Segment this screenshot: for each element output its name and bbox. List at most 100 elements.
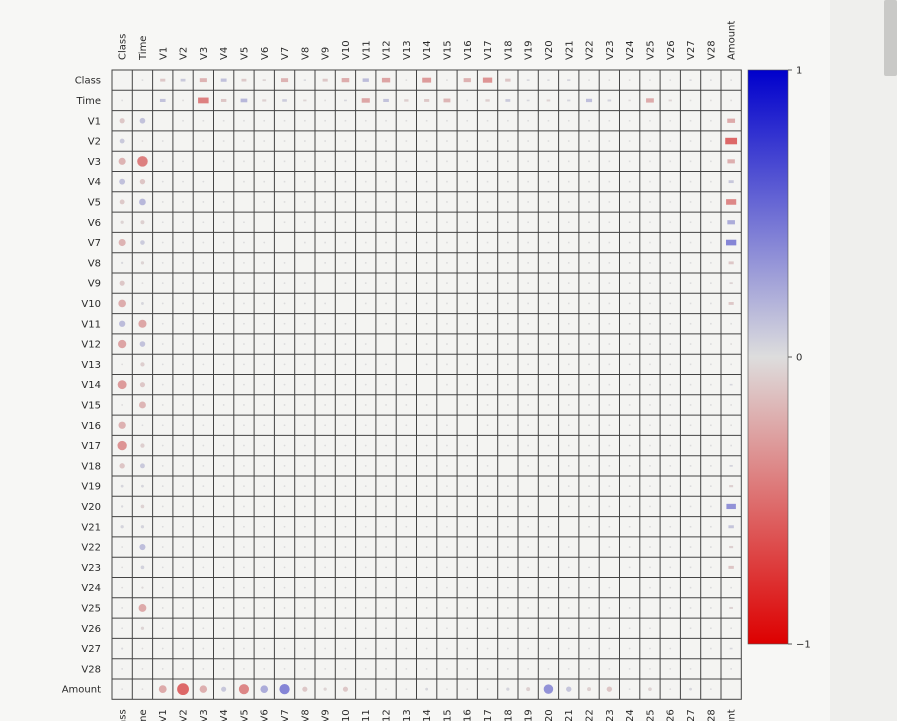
- mark-V13-V22: [588, 363, 590, 366]
- mark-V2-V16: [466, 140, 469, 142]
- mark-V16-V24: [628, 424, 631, 427]
- mark-V26-V17: [486, 627, 489, 630]
- mark-V21-V15: [446, 525, 448, 528]
- mark-V12-V3: [202, 343, 205, 345]
- mark-V3-V17: [486, 160, 489, 163]
- mark-Amount-V20: [543, 684, 554, 694]
- mark-V5-V18: [507, 201, 509, 203]
- bottom-label-V8: V8: [300, 709, 311, 721]
- mark-V4-V20: [547, 180, 550, 183]
- mark-V4-V25: [649, 180, 651, 183]
- mark-V5-V17: [486, 201, 489, 203]
- mark-V25-V7: [283, 607, 286, 609]
- mark-V3-V15: [446, 160, 448, 163]
- mark-V5-V15: [446, 201, 448, 203]
- top-label-V4: V4: [219, 47, 230, 60]
- top-label-V20: V20: [544, 40, 555, 60]
- mark-V17-V5: [243, 444, 245, 447]
- mark-V15-V9: [324, 404, 327, 406]
- mark-V15-V22: [588, 404, 590, 406]
- mark-V19-V11: [364, 485, 367, 488]
- mark-V23-V14: [425, 566, 428, 569]
- mark-V24-V11: [364, 586, 367, 589]
- mark-V17-Time: [140, 443, 145, 448]
- top-label-V22: V22: [585, 40, 596, 60]
- mark-V14-V23: [608, 383, 611, 386]
- mark-V24-V5: [243, 586, 245, 589]
- mark-V28-V3: [202, 667, 205, 670]
- mark-V6-V12: [385, 221, 387, 224]
- mark-V9-V28: [710, 282, 712, 284]
- mark-V15-Amount: [730, 404, 732, 406]
- mark-V16-V22: [588, 424, 590, 427]
- scrollbar-track[interactable]: [830, 0, 897, 721]
- mark-V26-V21: [567, 627, 570, 630]
- mark-V15-V7: [283, 404, 286, 406]
- mark-V14-V22: [588, 383, 590, 386]
- mark-V15-V6: [263, 404, 266, 406]
- mark-V27-V20: [547, 647, 550, 650]
- mark-Time-V27: [689, 99, 692, 102]
- mark-V1-V26: [669, 119, 672, 122]
- mark-Time-V17: [485, 99, 490, 102]
- mark-V22-V17: [486, 546, 489, 548]
- mark-V3-V25: [649, 160, 651, 163]
- mark-V1-Time: [139, 117, 146, 124]
- mark-Class-V25: [649, 79, 651, 81]
- mark-V21-V7: [283, 525, 286, 528]
- mark-V9-V14: [425, 282, 428, 284]
- mark-V8-V17: [486, 262, 489, 264]
- mark-V9-V21: [567, 282, 570, 284]
- mark-V8-V13: [405, 262, 408, 264]
- mark-V18-V15: [446, 464, 448, 467]
- mark-V16-V18: [507, 424, 509, 427]
- mark-V7-V24: [628, 241, 631, 244]
- mark-V19-V15: [446, 485, 448, 488]
- mark-V20-V21: [567, 505, 570, 508]
- row-label-V2: V2: [88, 137, 101, 148]
- mark-V21-V11: [364, 525, 367, 528]
- mark-V12-V2: [182, 343, 184, 345]
- top-label-V1: V1: [158, 47, 169, 60]
- mark-V14-V19: [527, 383, 529, 386]
- mark-V18-V2: [182, 464, 184, 467]
- mark-V17-V14: [425, 444, 428, 447]
- mark-Amount-V1: [158, 685, 167, 694]
- mark-V17-V4: [222, 444, 225, 447]
- mark-V28-V27: [689, 667, 692, 670]
- mark-V19-V23: [608, 485, 611, 487]
- mark-V22-V3: [202, 546, 205, 548]
- mark-V12-Class: [118, 339, 127, 349]
- mark-V18-V22: [588, 465, 590, 467]
- mark-V15-V12: [385, 404, 387, 406]
- mark-V12-V6: [263, 343, 266, 345]
- mark-Class-V17: [482, 77, 493, 83]
- mark-V3-Time: [137, 156, 148, 167]
- mark-V5-Class: [119, 199, 125, 205]
- mark-V6-V10: [344, 221, 347, 224]
- mark-V12-Time: [139, 341, 146, 347]
- scrollbar-thumb[interactable]: [884, 0, 897, 76]
- mark-V18-V16: [466, 464, 469, 467]
- mark-V14-V27: [689, 383, 692, 386]
- mark-V22-V16: [466, 546, 469, 548]
- mark-Time-V15: [443, 98, 451, 103]
- mark-V13-V8: [303, 363, 306, 366]
- row-label-V25: V25: [81, 603, 101, 614]
- row-label-V15: V15: [81, 400, 101, 411]
- mark-V17-V7: [283, 444, 286, 447]
- mark-V7-V26: [669, 241, 672, 244]
- top-label-V18: V18: [503, 40, 514, 60]
- mark-V23-V27: [689, 566, 692, 569]
- row-label-V16: V16: [81, 421, 101, 432]
- mark-V26-V28: [710, 627, 712, 630]
- mark-V4-V15: [446, 180, 448, 183]
- mark-Amount-V25: [648, 687, 652, 691]
- mark-V10-V15: [446, 302, 448, 305]
- mark-Time-V26: [668, 99, 672, 102]
- mark-V2-Time: [141, 140, 144, 142]
- mark-V19-V25: [649, 485, 651, 487]
- mark-V1-V14: [425, 119, 428, 122]
- mark-V1-V20: [547, 119, 550, 122]
- mark-V28-V21: [567, 667, 570, 670]
